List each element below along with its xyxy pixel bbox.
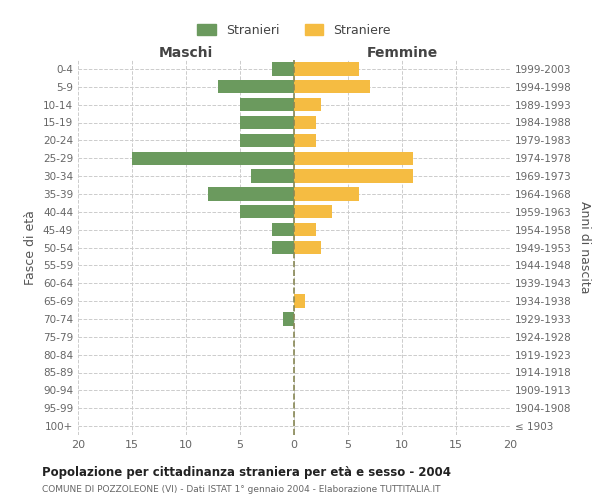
Bar <box>218 80 294 94</box>
Text: COMUNE DI POZZOLEONE (VI) - Dati ISTAT 1° gennaio 2004 - Elaborazione TUTTITALIA: COMUNE DI POZZOLEONE (VI) - Dati ISTAT 1… <box>42 485 440 494</box>
Bar <box>132 152 294 165</box>
Text: Femmine: Femmine <box>367 46 437 60</box>
Bar <box>272 223 294 236</box>
Bar <box>251 170 294 183</box>
Y-axis label: Fasce di età: Fasce di età <box>25 210 37 285</box>
Bar <box>208 187 294 200</box>
Bar <box>294 134 316 147</box>
Bar <box>272 241 294 254</box>
Text: Popolazione per cittadinanza straniera per età e sesso - 2004: Popolazione per cittadinanza straniera p… <box>42 466 451 479</box>
Legend: Stranieri, Straniere: Stranieri, Straniere <box>191 18 397 43</box>
Bar <box>294 205 332 218</box>
Bar <box>240 116 294 129</box>
Bar <box>294 98 321 112</box>
Bar <box>294 294 305 308</box>
Bar <box>283 312 294 326</box>
Bar <box>294 62 359 76</box>
Y-axis label: Anni di nascita: Anni di nascita <box>578 201 591 294</box>
Bar <box>294 152 413 165</box>
Bar <box>294 187 359 200</box>
Bar <box>272 62 294 76</box>
Text: Maschi: Maschi <box>159 46 213 60</box>
Bar <box>240 134 294 147</box>
Bar <box>294 241 321 254</box>
Bar <box>294 116 316 129</box>
Bar <box>240 98 294 112</box>
Bar <box>294 223 316 236</box>
Bar <box>294 170 413 183</box>
Bar <box>294 80 370 94</box>
Bar <box>240 205 294 218</box>
